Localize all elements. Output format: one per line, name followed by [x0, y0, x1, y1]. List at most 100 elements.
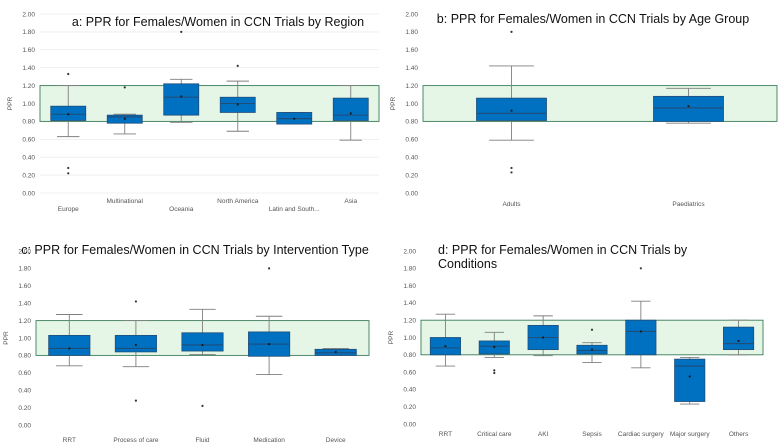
mean-marker — [510, 109, 513, 112]
mean-marker — [236, 103, 239, 106]
category-label: Europe — [58, 206, 79, 213]
iqr-box — [723, 326, 755, 351]
y-tick-label: 0.40 — [18, 388, 31, 395]
chart-panel-region: 0.00 0.20 0.40 0.60 0.80 1.00 1.20 1.40 1.60 1.80… — [0, 0, 390, 218]
outlier-point — [493, 369, 496, 372]
box-medication — [248, 267, 291, 375]
y-tick-label: 0.80 — [405, 119, 418, 126]
category-label: Multinational — [107, 198, 144, 205]
mean-marker — [67, 113, 70, 116]
y-tick-label: 1.80 — [18, 266, 31, 273]
y-tick-label: 0.20 — [405, 172, 418, 179]
y-tick-label: 0.00 — [403, 421, 416, 428]
mean-marker — [268, 342, 271, 346]
iqr-box — [181, 332, 224, 352]
box-rrt — [48, 314, 91, 367]
mean-marker — [349, 112, 352, 115]
y-tick-label: 1.40 — [22, 65, 35, 72]
outlier-point — [134, 300, 137, 303]
y-tick-label: 1.40 — [18, 301, 31, 308]
chart-panel-intervention-type: 0.00 0.20 0.40 0.60 0.80 1.00 1.20 1.40 1.60 1.80… — [0, 230, 390, 446]
box-north-america — [219, 64, 256, 132]
mean-marker — [134, 343, 137, 347]
outlier-point — [510, 30, 513, 33]
y-tick-label: 1.80 — [405, 29, 418, 36]
category-label: Device — [326, 437, 346, 444]
y-tick-label: 0.20 — [403, 404, 416, 411]
outlier-point — [67, 172, 70, 175]
reference-band — [39, 85, 380, 122]
box-device — [314, 347, 357, 356]
y-tick-label: 0.60 — [403, 369, 416, 376]
y-tick-label: 1.60 — [405, 47, 418, 54]
category-label: AKI — [538, 431, 549, 438]
y-tick-label: 1.00 — [22, 101, 35, 108]
category-label: RRT — [439, 431, 452, 438]
outlier-point — [180, 30, 183, 33]
chart-title: d: PPR for Females/Women in CCN Trials b… — [438, 243, 688, 257]
outlier-point — [134, 399, 137, 402]
y-tick-label: 0.80 — [403, 352, 416, 359]
y-tick-label: 1.60 — [22, 47, 35, 54]
mean-marker — [444, 345, 447, 348]
y-tick-label: 1.80 — [403, 266, 416, 273]
mean-marker — [68, 347, 71, 350]
y-tick-label: 0.80 — [18, 353, 31, 360]
outlier-point — [268, 267, 271, 270]
mean-marker — [334, 350, 337, 354]
box-cardiac-surgery — [625, 267, 657, 369]
y-tick-label: 0.00 — [405, 190, 418, 197]
box-multinational — [106, 86, 143, 135]
category-label: Process of care — [113, 437, 159, 444]
mean-marker — [293, 117, 296, 120]
category-label: Oceania — [169, 206, 194, 213]
category-label: Major surgery — [670, 431, 710, 438]
y-tick-label: 1.00 — [18, 335, 31, 342]
y-tick-label: 1.80 — [22, 29, 35, 36]
box-oceania — [163, 30, 200, 123]
y-axis-label: PPR — [390, 97, 397, 111]
y-tick-label: 0.60 — [18, 370, 31, 377]
y-tick-label: 2.00 — [18, 248, 31, 255]
category-label: Asia — [344, 198, 357, 205]
y-tick-label: 1.40 — [403, 300, 416, 307]
category-label: North America — [217, 198, 259, 205]
category-label: Cardiac surgery — [618, 431, 665, 438]
category-label: Fluid — [195, 437, 209, 444]
y-tick-label: 0.40 — [403, 387, 416, 394]
box-rrt — [429, 313, 461, 367]
box-critical-care — [478, 331, 510, 375]
category-label: Paediatrics — [672, 201, 705, 208]
outlier-point — [67, 166, 70, 170]
chart-svg-region: 0.00 0.20 0.40 0.60 0.80 1.00 1.20 1.40 1.60 1.80… — [7, 11, 380, 213]
y-tick-label: 0.00 — [18, 422, 31, 429]
iqr-box — [653, 95, 724, 122]
box-europe — [50, 72, 87, 175]
box-aki — [527, 315, 559, 357]
outlier-point — [510, 171, 513, 174]
category-label: Others — [729, 431, 749, 438]
y-tick-label: 1.60 — [403, 283, 416, 290]
chart-title: c: PPR for Females/Women in CCN Trials b… — [21, 243, 369, 257]
y-tick-label: 2.00 — [405, 11, 418, 18]
iqr-box — [332, 97, 369, 121]
y-tick-label: 1.20 — [403, 318, 416, 325]
box-asia — [332, 85, 369, 141]
outlier-point — [236, 64, 239, 68]
outlier-point — [123, 86, 126, 89]
iqr-box — [48, 334, 91, 356]
chart-svg-intervention-type: 0.00 0.20 0.40 0.60 0.80 1.00 1.20 1.40 1.60 1.80… — [3, 243, 370, 444]
mean-marker — [590, 348, 594, 351]
outlier-point — [590, 328, 594, 331]
box-others — [723, 319, 755, 356]
box-adults — [476, 30, 547, 174]
y-tick-label: 0.40 — [22, 155, 35, 162]
box-sepsis — [576, 328, 608, 364]
box-fluid — [181, 308, 224, 407]
iqr-box — [476, 97, 547, 121]
box-major-surgery — [674, 356, 706, 405]
y-tick-label: 0.80 — [22, 119, 35, 126]
y-tick-label: 1.00 — [403, 335, 416, 342]
y-axis-label: PPR — [388, 331, 395, 345]
category-label: RRT — [63, 437, 76, 444]
